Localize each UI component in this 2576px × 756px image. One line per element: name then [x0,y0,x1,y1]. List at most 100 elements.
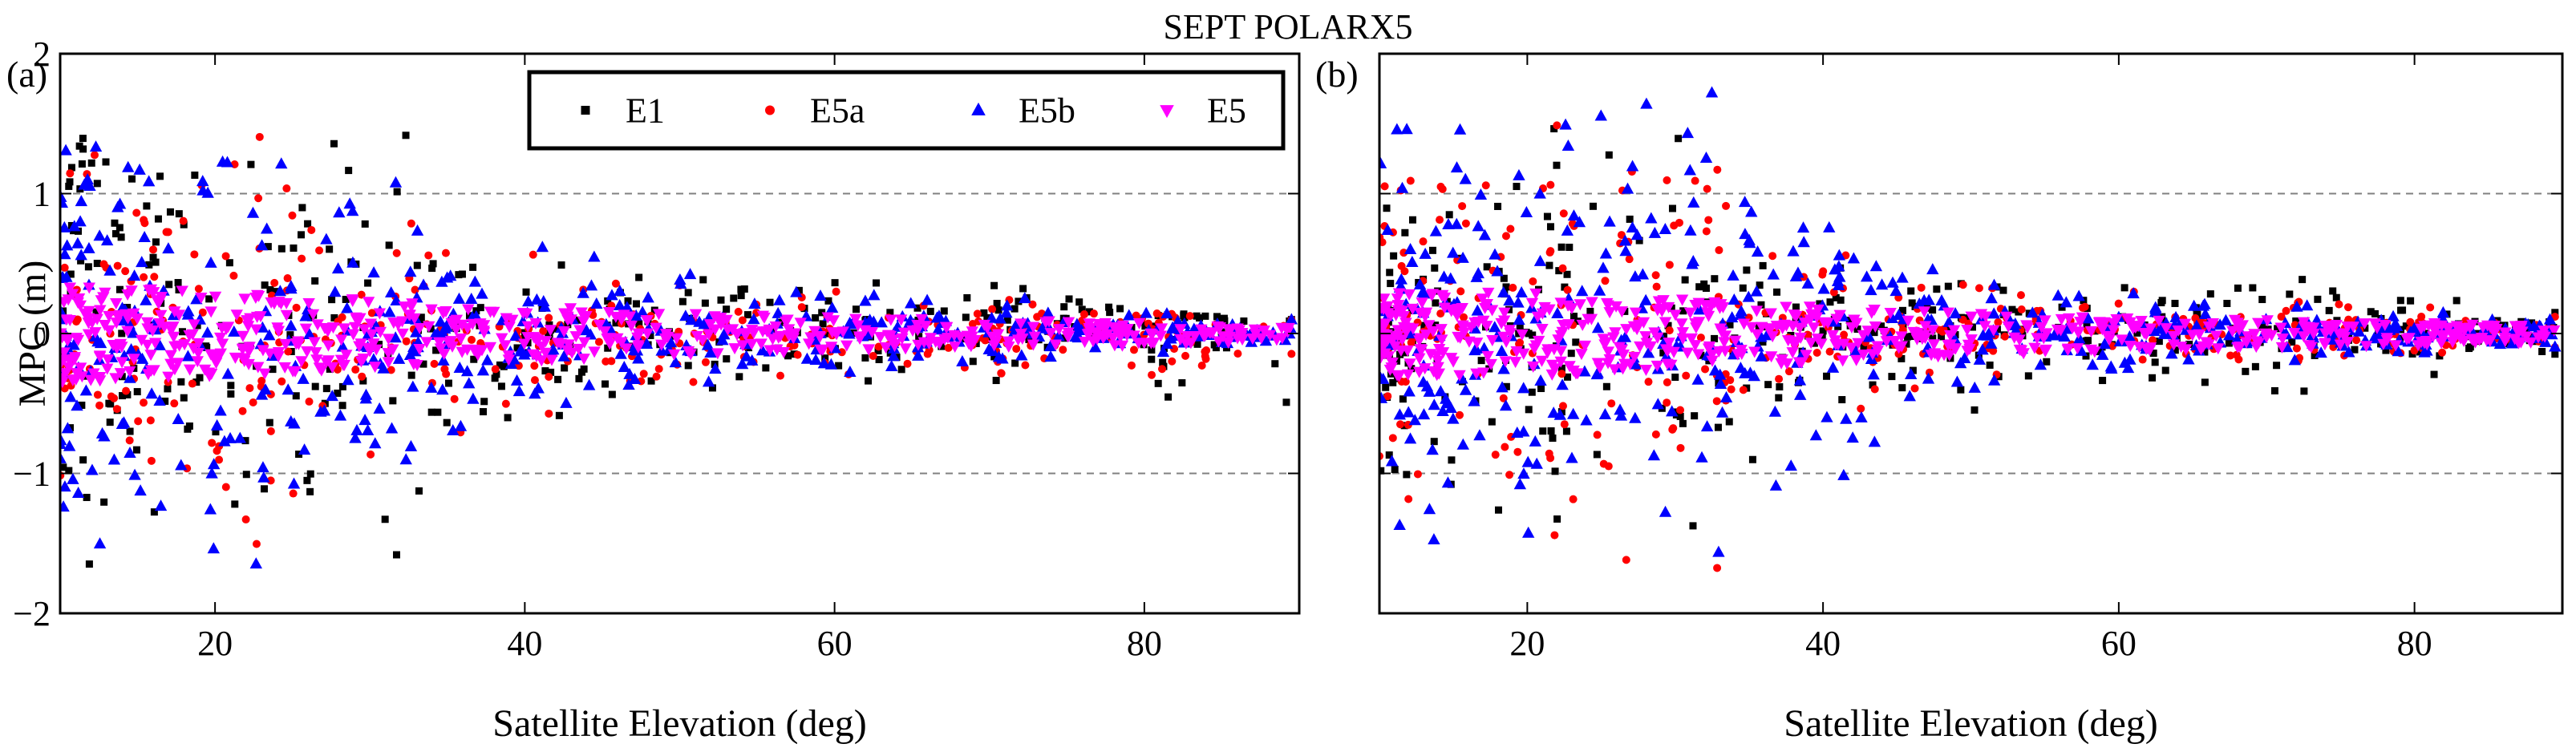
data-point-e5 [632,340,645,352]
data-point-e5b [1626,221,1639,233]
data-point-e5 [1457,327,1471,339]
data-point-e5 [413,322,426,334]
data-point-e5b [1450,161,1464,173]
data-point-e5 [115,357,128,369]
data-point-e5a [1701,365,1710,374]
data-point-e5a [1383,392,1392,401]
data-point-e5 [295,356,308,368]
data-point-e5b [1847,252,1861,264]
data-point-e5b [404,439,418,451]
data-point-e5 [873,332,887,344]
data-point-e1 [766,298,774,306]
data-point-e5 [346,294,359,306]
data-point-e5 [2445,329,2458,341]
data-point-e5 [2389,340,2402,352]
y-tick-label: −1 [13,455,51,494]
data-point-e5b [369,437,382,449]
data-point-e5b [2058,330,2071,342]
data-point-e5a [832,287,840,296]
data-point-e5b [585,279,598,291]
data-point-e5 [569,331,582,343]
data-point-e5 [1062,317,1075,329]
data-point-e1 [1968,323,1976,331]
data-point-e5 [1263,329,1277,342]
data-point-e5b [1751,245,1764,257]
data-point-e5a [1691,176,1699,185]
data-point-e5b [1471,304,1484,316]
data-point-e1 [1898,354,1906,362]
x-tick-label: 20 [197,624,233,663]
data-point-e5 [144,365,158,377]
data-point-e5 [1798,317,1812,329]
data-point-e5 [2465,334,2478,346]
data-point-e5 [2021,322,2034,334]
data-point-e5a [1513,447,1522,456]
data-point-e5 [1464,321,1477,334]
data-point-e5a [530,362,539,370]
data-point-e1 [861,354,869,362]
x-tick-label: 80 [1127,624,1162,663]
data-point-e1 [1432,321,1440,329]
data-point-e5b [1985,337,1998,349]
data-point-e1 [78,401,86,409]
data-point-e1 [1970,406,1979,414]
data-point-e1 [874,346,882,354]
data-point-e5 [1270,334,1283,346]
data-point-e5 [1233,325,1246,337]
data-point-e1 [1702,285,1710,293]
data-point-e5b [1645,212,1658,224]
data-point-e5 [545,354,558,366]
data-point-e5 [1536,308,1549,320]
data-point-e1 [480,398,488,406]
data-point-e5 [2379,320,2392,332]
data-point-e1 [980,309,988,317]
data-point-e5 [922,338,936,350]
data-point-e1 [1196,314,1204,322]
data-point-e5 [310,347,322,359]
data-point-e5b [1517,382,1530,394]
data-point-e5b [133,163,146,175]
data-point-e5b [1534,374,1547,386]
data-point-e5b [468,275,482,287]
data-point-e1 [1818,333,1826,341]
data-point-e5a [1663,378,1671,386]
data-point-e5b [2072,289,2085,301]
data-point-e5b [2288,354,2301,366]
data-point-e5b [196,175,209,187]
data-point-e5a [1509,283,1517,292]
data-point-e1 [684,362,692,370]
data-point-e5b [702,375,715,387]
data-point-e5 [1657,295,1670,307]
data-point-e1 [1565,243,1574,251]
data-point-e5 [708,324,722,336]
data-point-e5b [1496,381,1509,393]
data-point-e5b [89,140,103,152]
data-point-e5 [2107,325,2120,337]
data-point-e5 [2097,317,2111,329]
data-point-e5a [307,225,316,234]
data-point-e5b [1459,383,1472,395]
data-point-e5b [175,459,188,471]
data-point-e1 [1569,313,1578,321]
data-point-e5b [1164,332,1177,344]
data-point-e5b [1784,459,1797,471]
data-point-e5 [1212,336,1225,348]
data-point-e1 [1773,288,1781,296]
data-point-e5 [2076,312,2089,324]
data-point-e5b [1285,313,1298,325]
data-point-e5b [509,329,522,342]
data-point-e5a [1910,384,1919,393]
data-point-e1 [1898,384,1906,392]
data-point-e5b [60,220,71,232]
data-point-e1 [105,399,113,407]
data-point-e5 [1703,341,1716,353]
data-point-e1 [419,360,427,368]
data-point-e5 [1144,338,1158,350]
data-point-e5 [63,362,75,374]
data-point-e5b [1744,366,1757,378]
data-point-e1 [1539,427,1547,435]
data-point-e5a [270,278,279,287]
data-point-e5b [636,305,649,317]
data-point-e1 [1549,435,1557,443]
